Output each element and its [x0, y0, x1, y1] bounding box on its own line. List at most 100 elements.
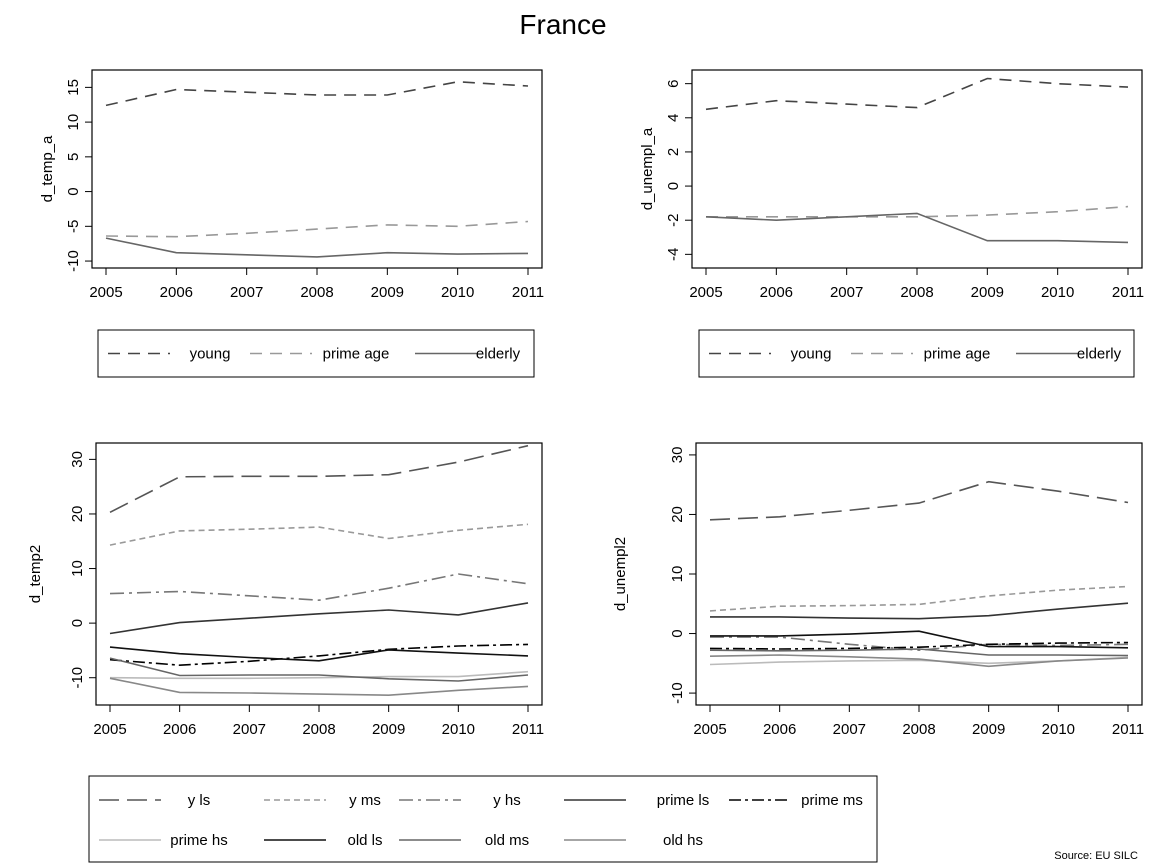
legend-label: prime age: [323, 346, 390, 363]
x-tick-label: 2006: [760, 284, 793, 301]
x-tick-label: 2010: [1042, 721, 1075, 738]
x-tick-label: 2007: [830, 284, 863, 301]
series-line-old-hs: [709, 654, 1129, 668]
series-line-old-hs: [109, 677, 529, 697]
legend-item: prime ms: [729, 792, 863, 809]
series-line-prime-ls: [109, 602, 529, 635]
x-tick-label: 2005: [693, 721, 726, 738]
legend-box: [97, 329, 535, 378]
x-tick-label: 2009: [371, 284, 404, 301]
series-line-y-ms: [109, 523, 529, 546]
legend-label: prime ms: [801, 792, 863, 809]
y-tick-label: 10: [65, 114, 82, 131]
x-tick-label: 2011: [512, 284, 544, 301]
series-line-y-ms: [709, 585, 1129, 612]
y-axis-label: d_temp2: [27, 545, 44, 603]
legend-item: prime age: [250, 346, 389, 363]
x-tick-label: 2005: [93, 721, 126, 738]
x-tick-label: 2009: [972, 721, 1005, 738]
legend-item: old ls: [264, 832, 383, 849]
legend-label: young: [190, 346, 231, 363]
y-tick-label: 2: [665, 148, 682, 156]
x-tick-label: 2008: [902, 721, 935, 738]
figure-title: France: [519, 9, 606, 40]
legend-item: prime age: [851, 346, 990, 363]
legend-box: [698, 329, 1135, 378]
y-tick-label: 4: [665, 114, 682, 122]
legend-label: prime hs: [170, 832, 228, 849]
x-tick-label: 2008: [302, 721, 335, 738]
y-tick-label: 0: [665, 182, 682, 190]
legend-label: y hs: [493, 792, 521, 809]
chart-panel-2: 2005 2006 2007 2008 2009 2010 2011 -4 -2 0 2 4 6 d_un…: [639, 69, 1144, 301]
series-line-y-ls: [709, 480, 1129, 521]
series-line-old-ls: [109, 646, 529, 662]
y-tick-label: -2: [665, 214, 682, 227]
x-tick-label: 2009: [372, 721, 405, 738]
legend-label: elderly: [1077, 346, 1122, 363]
series-line-elderly: [705, 212, 1129, 244]
series-line-prime-age: [706, 205, 1129, 218]
series-line-prime-age: [105, 220, 529, 238]
x-tick-label: 2007: [230, 284, 263, 301]
legend-label: old ls: [347, 832, 382, 849]
plot-frame: [691, 69, 1143, 269]
plot-frame: [695, 442, 1143, 706]
x-tick-label: 2007: [833, 721, 866, 738]
x-tick-label: 2011: [1112, 284, 1144, 301]
y-tick-label: -5: [65, 220, 82, 233]
legend-item: y ms: [264, 792, 381, 809]
y-tick-label: 0: [669, 629, 686, 637]
x-tick-label: 2011: [512, 721, 544, 738]
legends: young prime age elderly young prime age elder…: [88, 329, 1135, 863]
series-line-y-hs: [710, 636, 1129, 652]
x-tick-label: 2008: [300, 284, 333, 301]
legend-item: old hs: [564, 832, 703, 849]
y-tick-label: 30: [69, 451, 86, 468]
series-line-elderly: [105, 237, 529, 258]
y-tick-label: 15: [65, 79, 82, 96]
legend-item: elderly: [415, 346, 521, 363]
legend-item: y ls: [99, 792, 210, 809]
legend-label: y ls: [188, 792, 211, 809]
legend-item: prime ls: [564, 792, 709, 809]
legend-label: y ms: [349, 792, 381, 809]
plot-frame: [91, 69, 543, 269]
series-line-prime-ls: [710, 602, 1129, 620]
legend-top-1: young prime age elderly: [97, 329, 535, 378]
y-tick-label: 6: [665, 79, 682, 87]
x-tick-label: 2009: [971, 284, 1004, 301]
x-tick-label: 2005: [689, 284, 722, 301]
source-note: Source: EU SILC: [1054, 850, 1138, 862]
legend-label: old hs: [663, 832, 703, 849]
x-tick-label: 2006: [163, 721, 196, 738]
y-tick-label: 10: [669, 566, 686, 583]
x-tick-label: 2006: [763, 721, 796, 738]
legend-top-2: young prime age elderly: [698, 329, 1135, 378]
series-line-prime-ms: [109, 643, 529, 667]
legend-bottom: y ls y ms y hs prime ls prime ms prime hs old …: [88, 775, 878, 863]
y-tick-label: 5: [65, 153, 82, 161]
series-line-old-ms: [109, 657, 529, 682]
y-axis-label: d_unempl2: [612, 537, 629, 611]
legend-item: elderly: [1016, 346, 1122, 363]
legend-box: [88, 775, 878, 863]
series-line-old-ls: [710, 630, 1129, 649]
series-line-young: [105, 80, 529, 107]
x-tick-label: 2010: [442, 721, 475, 738]
legend-item: prime hs: [99, 832, 228, 849]
series-line-y-hs: [109, 573, 529, 602]
plot-frame: [95, 442, 543, 706]
y-tick-label: -4: [665, 248, 682, 261]
x-tick-label: 2005: [89, 284, 122, 301]
x-tick-label: 2011: [1112, 721, 1144, 738]
legend-item: y hs: [399, 792, 521, 809]
y-axis-label: d_temp_a: [39, 135, 56, 202]
chart-panel-1: 2005 2006 2007 2008 2009 2010 2011 -10 -5 0 5 10 15 d…: [39, 69, 544, 301]
series-line-prime-hs: [109, 670, 529, 680]
legend-item: young: [709, 346, 831, 363]
x-tick-label: 2007: [233, 721, 266, 738]
x-tick-label: 2010: [1041, 284, 1074, 301]
series-line-prime-ms: [709, 641, 1129, 650]
